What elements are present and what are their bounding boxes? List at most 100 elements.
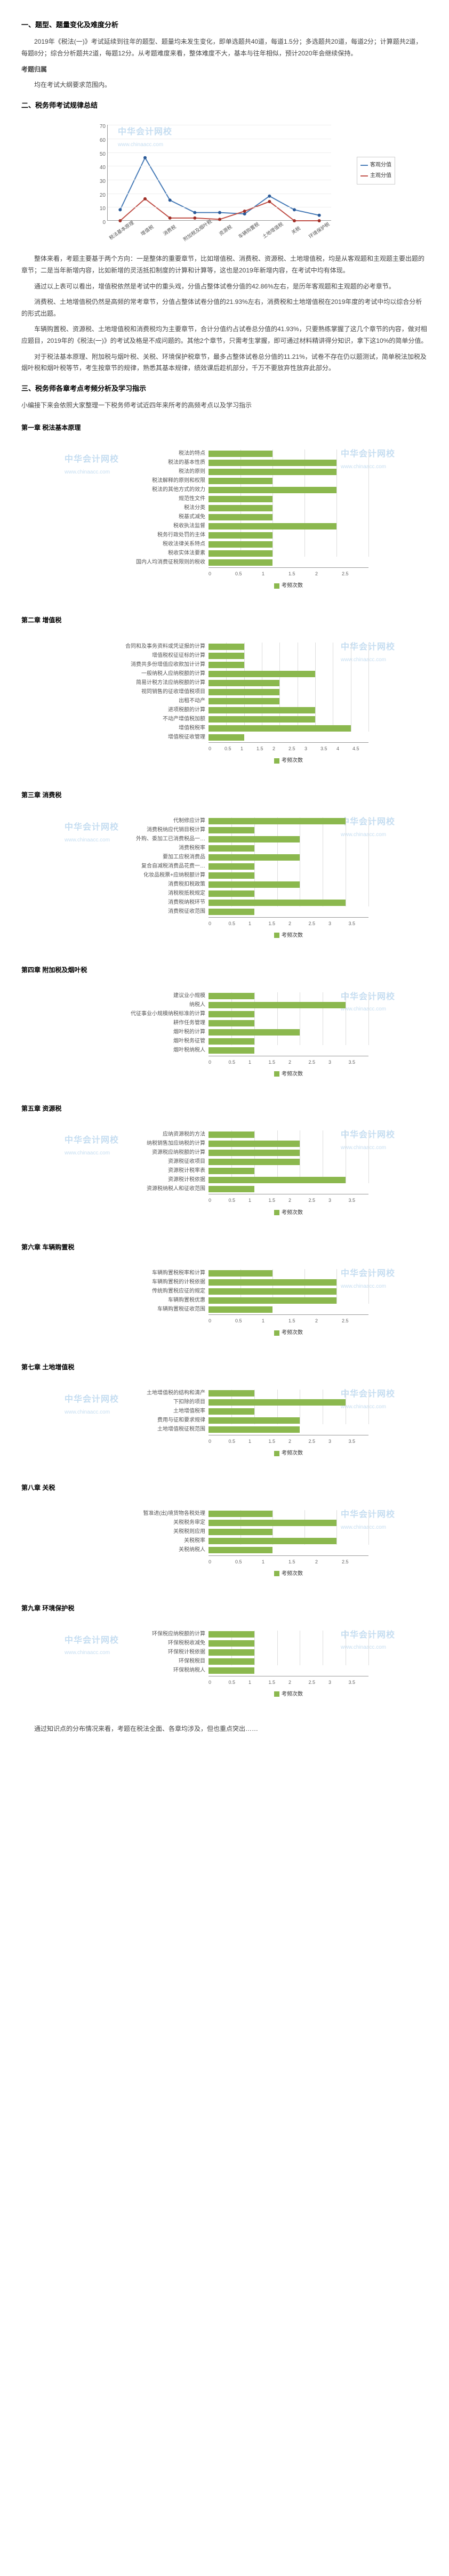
bar-legend: 考频次数	[209, 1328, 368, 1338]
bar-row: 纳税人	[113, 1001, 368, 1009]
bar-label: 税法解释的原则和权限	[113, 476, 209, 486]
bar-label: 税法的原则	[113, 467, 209, 477]
bar-row: 资源税纳税人和征收范围	[113, 1185, 368, 1193]
chapter-title: 第七章 土地增值税	[21, 1362, 428, 1374]
bar-chart-wrap: 中华会计网校www.chinaacc.com中华会计网校www.chinaacc…	[86, 1122, 363, 1228]
chapter-title: 第一章 税法基本原理	[21, 422, 428, 434]
s1-p2: 均在考试大纲要求范围内。	[21, 79, 428, 91]
chapter-title: 第三章 消费税	[21, 790, 428, 801]
bar-chart-wrap: 中华会计网校www.chinaacc.com中华会计网校www.chinaacc…	[86, 442, 363, 601]
bar-row: 建议业小规模	[113, 992, 368, 1000]
bar-row: 税法的基本性质	[113, 459, 368, 467]
bar-row: 外购、委加工已消费税品一…	[113, 836, 368, 844]
bar-chart-wrap: 中华会计网校www.chinaacc.com中华会计网校www.chinaacc…	[86, 809, 363, 951]
bar-chart: 税法的特点税法的基本性质税法的原则税法解释的原则和权限税法的其他方式的效力规范性…	[113, 450, 368, 591]
s1-sub: 考题归属	[21, 64, 428, 76]
bar-legend: 考频次数	[209, 1449, 368, 1458]
bar-row: 土地增值税征税范围	[113, 1426, 368, 1434]
bar-label: 税法的基本性质	[113, 458, 209, 468]
bar-row: 资源税计税依据	[113, 1176, 368, 1184]
bar-chart-wrap: 中华会计网校www.chinaacc.com暂准进(出)境货物各税处理关税税务审…	[86, 1502, 363, 1590]
s2-p2: 通过以上表可以看出，增值税依然是考试中的重头戏，分值占整体试卷分值的42.86%…	[21, 281, 428, 293]
bar-label: 外购、委加工已消费税品一…	[113, 834, 209, 844]
bar-label: 关税税务审定	[113, 1518, 209, 1528]
bar-legend: 考频次数	[209, 1208, 368, 1218]
bar-chart: 合同和及事务资料或凭证报的计算增值税权征征标的计算消费共多份增值应收款加计计算一…	[113, 643, 368, 766]
bar-label: 合同和及事务资料或凭证报的计算	[113, 642, 209, 652]
bar-row: 一般纳税人应纳税额的计算	[113, 670, 368, 678]
bar-row: 税务行政处罚的主体	[113, 531, 368, 539]
bar-row: 出租不动产	[113, 697, 368, 705]
chapter-title: 第八章 关税	[21, 1482, 428, 1494]
bar-chart-wrap: 中华会计网校www.chinaacc.com中华会计网校www.chinaacc…	[86, 1382, 363, 1469]
bar-row: 代制修应计算	[113, 817, 368, 825]
bar-label: 关税税率	[113, 1536, 209, 1546]
bar-row: 消费税纳应代销目税计算	[113, 826, 368, 834]
x-label: 增值税	[135, 221, 159, 240]
bar-label: 视同销售的征收增值税项目	[113, 687, 209, 697]
s2-p5: 对于税法基本原理、附加税与烟叶税、关税、环境保护税章节，最多占整体试卷总分值的1…	[21, 351, 428, 374]
bar-label: 消费税纳应代销目税计算	[113, 825, 209, 835]
bar-legend: 考频次数	[209, 756, 368, 766]
bar-legend: 考频次数	[209, 931, 368, 941]
bar-label: 资源税应纳税额的计算	[113, 1148, 209, 1158]
bar-label: 资源税征收项目	[113, 1157, 209, 1167]
bar-label: 消费共多份增值应收款加计计算	[113, 660, 209, 670]
chapter-title: 第四章 附加税及烟叶税	[21, 965, 428, 976]
bar-row: 下扣除的项目	[113, 1399, 368, 1407]
x-label: 关税	[284, 221, 308, 240]
section2-title: 二、税务师考试规律总结	[21, 99, 428, 111]
bar-label: 下扣除的项目	[113, 1398, 209, 1407]
bar-row: 消费共多份增值应收款加计计算	[113, 661, 368, 669]
bar-label: 环保税税目	[113, 1657, 209, 1666]
bar-row: 土地增值税率	[113, 1408, 368, 1416]
bar-label: 要加工应税消费品	[113, 853, 209, 862]
bar-label: 费用与征和要求规律	[113, 1416, 209, 1425]
bar-label: 税收执法监督	[113, 521, 209, 531]
bar-label: 出租不动产	[113, 696, 209, 706]
bar-row: 环保税应纳税额的计算	[113, 1631, 368, 1639]
bar-label: 代征事业小规模纳税标准的计算	[113, 1009, 209, 1019]
bar-row: 消费税扣税政策	[113, 881, 368, 889]
s2-p4: 车辆购置税、资源税、土地增值税和消费税均为主要章节，合计分值约占试卷总分值的41…	[21, 324, 428, 347]
bar-row: 环保税计税依据	[113, 1649, 368, 1657]
bar-row: 税基式减免	[113, 513, 368, 521]
x-label: 税法基本原理	[107, 219, 136, 242]
bar-row: 环保税纳税人	[113, 1667, 368, 1675]
bar-label: 资源税计税率表	[113, 1166, 209, 1176]
bar-row: 烟叶税纳税人	[113, 1047, 368, 1055]
s2-p3: 消费税、土地增值税仍然是高频的常考章节，分值占整体试卷分值的21.93%左右，消…	[21, 296, 428, 319]
bar-row: 增值税税率	[113, 724, 368, 732]
bar-row: 税收执法监督	[113, 522, 368, 530]
line-chart-wrap: 中华会计网校 www.chinaacc.com 010203040506070 …	[86, 119, 363, 240]
bar-label: 税收法律关系特点	[113, 540, 209, 549]
bar-row: 关税税则应用	[113, 1528, 368, 1536]
bar-row: 规范性文件	[113, 495, 368, 503]
bar-row: 关税税务审定	[113, 1519, 368, 1527]
bar-label: 税法的特点	[113, 449, 209, 459]
bar-label: 土地增值税的结构和清产	[113, 1389, 209, 1398]
bar-label: 消费税纳税环节	[113, 898, 209, 908]
bar-row: 资源税计税率表	[113, 1167, 368, 1175]
bar-chart: 环保税应纳税额的计算环保税税收减免环保税计税依据环保税税目环保税纳税人00.51…	[113, 1631, 368, 1699]
bar-chart: 建议业小规模纳税人代征事业小规模纳税标准的计算耕作任务管理烟叶税的计算烟叶税务征…	[113, 992, 368, 1079]
x-label: 土地增值税	[260, 220, 285, 241]
bar-row: 传统购置税应征的规定	[113, 1287, 368, 1295]
bar-chart: 车辆购置税税率和计算车辆购置税的计税依据传统购置税应征的规定车辆购置税优惠车辆购…	[113, 1269, 368, 1338]
bar-label: 烟叶税务征管	[113, 1037, 209, 1046]
bar-label: 车辆购置税征收范围	[113, 1305, 209, 1314]
bar-label: 耕作任务管理	[113, 1018, 209, 1028]
bar-label: 车辆购置税的计税依据	[113, 1278, 209, 1287]
bar-label: 环保税税收减免	[113, 1639, 209, 1648]
bar-label: 环保税计税依据	[113, 1648, 209, 1657]
bar-label: 土地增值税率	[113, 1407, 209, 1416]
bar-row: 税法解释的原则和权限	[113, 477, 368, 485]
bar-row: 车辆购置税的计税依据	[113, 1278, 368, 1286]
bar-row: 简易计税方法应纳税额的计算	[113, 679, 368, 687]
bar-row: 烟叶税的计算	[113, 1029, 368, 1037]
x-label: 消费税	[158, 221, 181, 240]
bar-label: 关税纳税人	[113, 1545, 209, 1555]
bar-label: 复合自减税消费品花费一…	[113, 862, 209, 871]
bar-label: 纳税销售加应纳税的计算	[113, 1139, 209, 1149]
bar-chart-wrap: 中华会计网校www.chinaacc.com中华会计网校www.chinaacc…	[86, 1623, 363, 1710]
